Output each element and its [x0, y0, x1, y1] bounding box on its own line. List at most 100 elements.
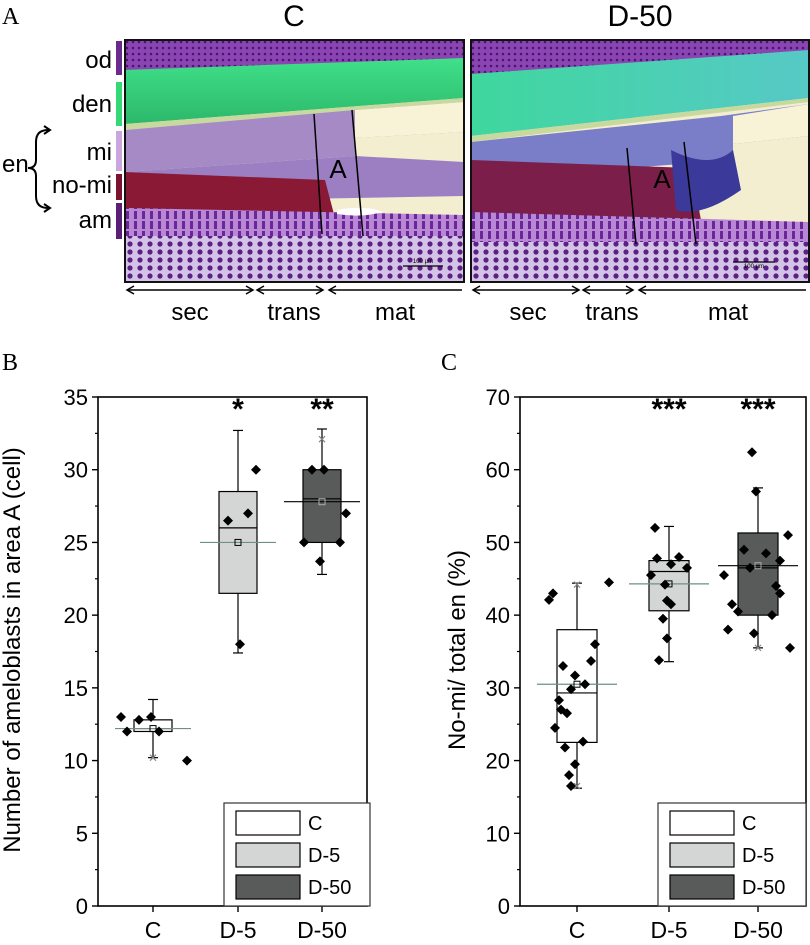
chart-c-point-0-5 [558, 661, 568, 672]
chart-c-xtick-label-1: D-5 [650, 917, 687, 943]
chart-c-point-2-4 [775, 555, 785, 566]
chart-b-box-2 [302, 469, 342, 544]
layer-bar-no-mi [116, 174, 122, 200]
layer-label-mi: mi [87, 139, 112, 166]
layer-label-am: am [79, 207, 112, 234]
chart-b-xtick-label-1: D-5 [219, 917, 256, 943]
chart-c-ytick-label: 30 [486, 676, 510, 701]
chart-c-point-2-0 [747, 447, 757, 458]
chart-c-point-0-17 [578, 736, 588, 747]
chart-c-point-2-14 [761, 548, 771, 559]
chart-c-point-0-15 [566, 781, 576, 792]
chart-b-xtick-label-2: D-50 [297, 917, 347, 943]
chart-b-mean-marker-0 [149, 725, 157, 733]
layer-label-no-mi: no-mi [52, 172, 112, 199]
micrograph-d50-scale-text: 100 µm [744, 264, 764, 270]
chart-b-point-2-2 [299, 537, 309, 548]
chart-b-ytick-label: 5 [76, 821, 88, 846]
chart-b-ytick-label: 0 [76, 894, 88, 919]
chart-b-panel-letter: B [2, 350, 18, 376]
chart-c-point-1-7 [658, 613, 668, 624]
chart-c-point-2-2 [783, 530, 793, 541]
chart-c-outlier-0-0 [573, 782, 581, 790]
chart-c: C 0 10 20 30 40 50 60 70 No-mi/ total en (%) C D-5 D… [441, 350, 807, 943]
chart-c-ytick-label: 40 [486, 603, 510, 628]
stage-arrows [125, 285, 806, 295]
chart-c-ytick-label: 60 [486, 458, 510, 483]
micrograph-c: A 100 µm [124, 39, 465, 283]
enamel-bracket-arrow-top [43, 125, 52, 135]
chart-c-point-0-12 [550, 722, 560, 733]
chart-b-legend: C D-5 D-50 [223, 802, 371, 907]
chart-c-legend: C D-5 D-50 [657, 802, 807, 907]
chart-b: B 0 5 10 15 20 25 30 35 Number of ameloblasts in … [0, 350, 371, 943]
micrograph-c-title: C [283, 0, 305, 33]
chart-b-point-1-0 [251, 464, 261, 475]
chart-b-outlier-2-0 [318, 435, 326, 443]
chart-c-point-0-2 [604, 577, 614, 588]
enamel-bracket [27, 129, 49, 209]
chart-c-point-2-1 [751, 486, 761, 497]
chart-b-point-0-0 [116, 711, 126, 722]
chart-c-point-1-11 [652, 553, 662, 564]
chart-b-point-0-3 [146, 711, 156, 722]
chart-b-point-1-1 [243, 508, 253, 519]
chart-c-xtick-label-2: D-50 [733, 917, 783, 943]
chart-c-point-1-4 [660, 579, 670, 590]
chart-c-point-2-3 [739, 544, 749, 555]
layer-legend: od den mi no-mi am en [2, 41, 122, 239]
chart-c-outlier-2-0 [754, 644, 762, 652]
chart-b-significance-2: ** [310, 393, 334, 426]
chart-b-point-0-5 [182, 755, 192, 766]
enamel-bracket-label: en [2, 151, 29, 178]
chart-c-series-0 [537, 577, 617, 792]
chart-c-point-2-13 [785, 642, 795, 653]
chart-b-legend-label-0: C [308, 813, 322, 835]
chart-c-point-0-1 [548, 588, 558, 599]
layer-bar-am [116, 203, 122, 239]
chart-c-point-1-10 [682, 562, 692, 573]
chart-c-point-1-9 [654, 655, 664, 666]
chart-b-legend-swatch-0 [235, 810, 301, 836]
chart-c-outlier-0-1 [573, 581, 581, 589]
chart-b-mean-marker-1 [234, 538, 242, 546]
chart-c-series-2 [718, 447, 798, 653]
chart-c-ytick-label: 0 [498, 894, 510, 919]
chart-c-series-1 [629, 522, 709, 666]
chart-b-series-0 [115, 698, 192, 766]
chart-c-panel-letter: C [441, 350, 457, 376]
chart-c-point-0-14 [564, 770, 574, 781]
chart-c-point-0-9 [554, 695, 564, 706]
chart-b-point-2-5 [335, 537, 345, 548]
chart-b-point-1-3 [235, 639, 245, 650]
micrograph-d50: A 100 µm [470, 39, 810, 283]
micrograph-d50-frame [470, 39, 810, 283]
chart-b-ytick-label: 10 [64, 749, 88, 774]
chart-b-point-2-3 [315, 556, 325, 567]
chart-b-point-0-2 [134, 714, 144, 725]
layer-label-od: od [85, 47, 112, 74]
stage-d50-mat: mat [708, 299, 748, 326]
chart-b-y-axis-title: Number of ameloblasts in area A (cell) [0, 447, 26, 853]
chart-c-legend-swatch-0 [669, 810, 735, 836]
chart-b-point-2-0 [307, 464, 317, 475]
chart-b-ytick-label: 30 [64, 458, 88, 483]
chart-c-significance-1: *** [651, 393, 686, 426]
layer-bar-mi [116, 131, 122, 171]
chart-c-ytick-label: 10 [486, 821, 510, 846]
chart-c-point-2-7 [775, 588, 785, 599]
chart-b-legend-label-1: D-5 [308, 845, 340, 867]
chart-c-ytick-label: 70 [486, 385, 510, 410]
chart-c-point-0-7 [580, 679, 590, 690]
chart-b-legend-swatch-1 [235, 842, 301, 868]
stage-d50-sec: sec [509, 299, 546, 326]
chart-c-point-2-8 [727, 599, 737, 610]
micrograph-c-frame [124, 39, 465, 283]
chart-c-xtick-label-0: C [569, 917, 586, 943]
chart-c-point-0-6 [570, 670, 580, 681]
chart-c-point-1-6 [666, 599, 676, 610]
micrograph-d50-region-label: A [653, 164, 671, 194]
chart-c-point-2-11 [723, 624, 733, 635]
chart-b-point-2-1 [341, 508, 351, 519]
